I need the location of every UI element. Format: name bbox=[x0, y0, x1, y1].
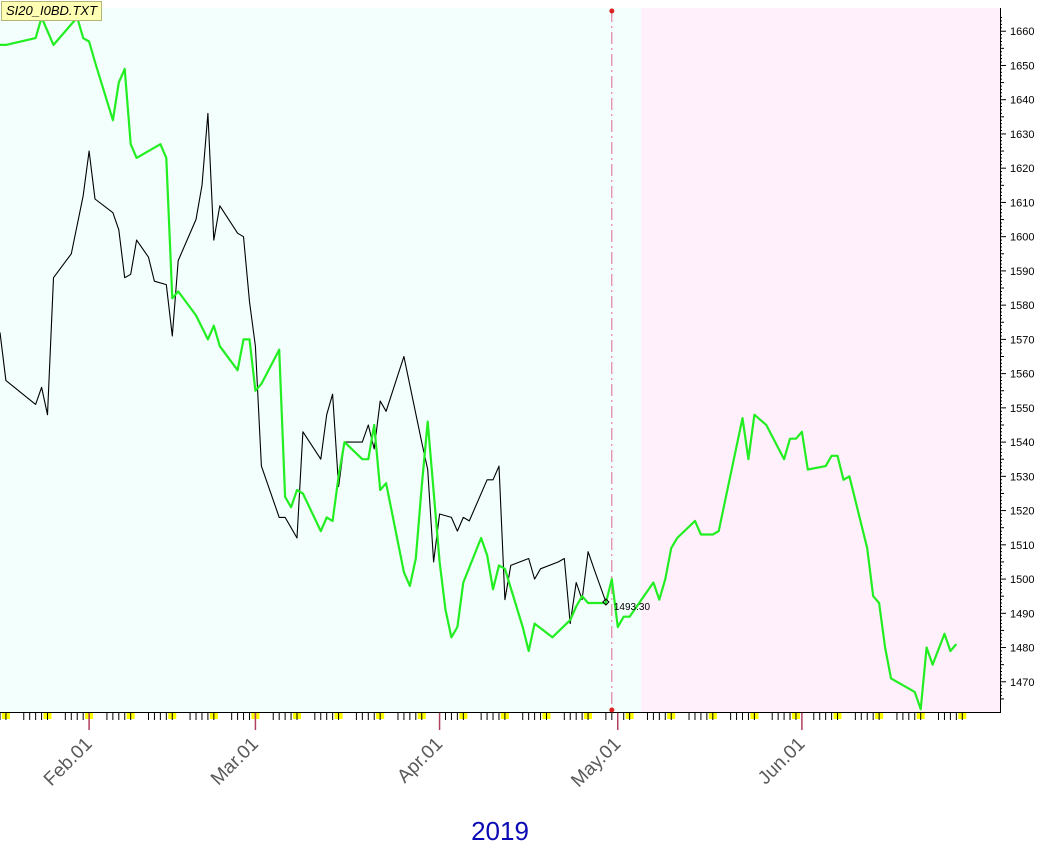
week-markers bbox=[1, 713, 967, 719]
y-axis: 1470 1480 1490 1500 1510 1520 1530 1540 1550 1560… bbox=[1000, 8, 1034, 713]
y-tick-label: 1630 bbox=[1010, 129, 1034, 141]
x-tick-label: Apr.01 bbox=[393, 734, 447, 788]
y-tick-label: 1580 bbox=[1010, 300, 1034, 312]
last-value-label: 1493.30 bbox=[614, 602, 651, 613]
x-tick-label: Feb.01 bbox=[40, 734, 97, 791]
last-value-diamond bbox=[602, 598, 610, 606]
y-tick-label: 1610 bbox=[1010, 197, 1034, 209]
y-tick-label: 1570 bbox=[1010, 334, 1034, 346]
y-tick-label: 1530 bbox=[1010, 471, 1034, 483]
x-tick-label: May.01 bbox=[567, 734, 625, 792]
x-ticks bbox=[0, 712, 1000, 730]
last-value-marker: 1493.30 bbox=[602, 598, 651, 613]
x-tick-label: Jun.01 bbox=[754, 734, 809, 789]
y-tick-label: 1520 bbox=[1010, 506, 1034, 518]
y-tick-label: 1500 bbox=[1010, 574, 1034, 586]
y-tick-label: 1590 bbox=[1010, 266, 1034, 278]
x-tick-label: Mar.01 bbox=[207, 734, 263, 790]
forecast-line bbox=[0, 16, 958, 711]
y-tick-label: 1660 bbox=[1010, 26, 1034, 38]
y-tick-label: 1490 bbox=[1010, 608, 1034, 620]
forecast-background bbox=[641, 8, 1000, 712]
y-tick-label: 1600 bbox=[1010, 232, 1034, 244]
series-group bbox=[0, 16, 958, 711]
y-tick-label: 1470 bbox=[1010, 677, 1034, 689]
y-tick-label: 1650 bbox=[1010, 60, 1034, 72]
y-tick-label: 1550 bbox=[1010, 403, 1034, 415]
x-labels: Feb.01 Mar.01 Apr.01 May.01 Jun.01 bbox=[40, 734, 809, 792]
y-tick-label: 1510 bbox=[1010, 540, 1034, 552]
y-tick-label: 1480 bbox=[1010, 643, 1034, 655]
divider-bottom-marker bbox=[609, 707, 615, 713]
year-label: 2019 bbox=[471, 816, 529, 846]
actual-price-line bbox=[0, 112, 607, 625]
y-tick-label: 1540 bbox=[1010, 437, 1034, 449]
y-tick-label: 1640 bbox=[1010, 95, 1034, 107]
y-tick-label: 1560 bbox=[1010, 369, 1034, 381]
y-tick-label: 1620 bbox=[1010, 163, 1034, 175]
chart-title: SI20_I0BD.TXT bbox=[1, 1, 103, 21]
divider-top-marker bbox=[609, 8, 615, 14]
history-background bbox=[0, 8, 641, 712]
